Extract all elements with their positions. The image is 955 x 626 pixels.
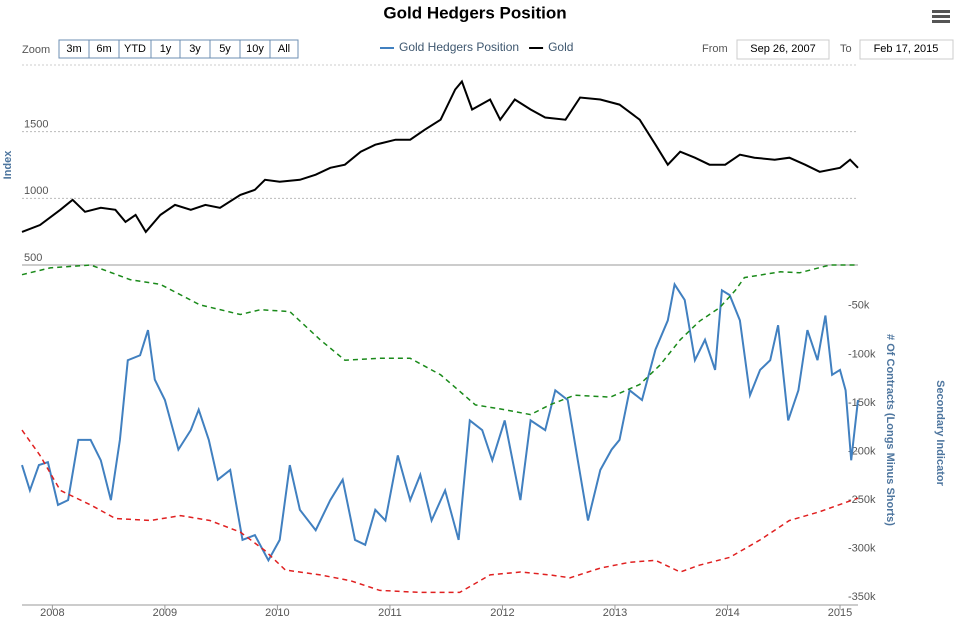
y2-tick-label: -350k [848, 591, 876, 603]
zoom-button[interactable]: YTD [118, 39, 152, 59]
series-line [21, 281, 859, 563]
menu-button[interactable] [932, 10, 950, 23]
y2-tick-label: -250k [848, 494, 876, 506]
y2-axis-title: # Of Contracts (Longs Minus Shorts) [884, 334, 896, 526]
zoom-button-label: YTD [124, 43, 146, 55]
y2-tick-label: -50k [848, 300, 870, 312]
zoom-button[interactable]: 3y [179, 39, 211, 59]
y2-axis-title: Secondary Indicator [934, 380, 946, 486]
y2-tick-label: -100k [848, 348, 876, 360]
legend-label[interactable]: Gold Hedgers Position [399, 40, 519, 54]
y2-tick-label: -150k [848, 397, 876, 409]
y-tick-label: 500 [24, 252, 42, 264]
from-label: From [702, 43, 728, 55]
to-input[interactable] [859, 39, 954, 60]
legend-label[interactable]: Gold [548, 40, 573, 54]
y-tick-label: 1000 [24, 185, 48, 197]
menu-bar [932, 10, 950, 13]
series-line [21, 429, 859, 594]
zoom-button-label: 5y [219, 43, 231, 55]
zoom-button-label: 10y [246, 43, 264, 55]
x-tick-label: 2012 [490, 607, 514, 619]
from-input[interactable] [736, 39, 830, 60]
chart-title: Gold Hedgers Position [383, 3, 566, 22]
x-tick-label: 2013 [603, 607, 627, 619]
zoom-button-label: All [278, 43, 290, 55]
menu-bar [932, 15, 950, 18]
zoom-button[interactable]: All [269, 39, 299, 59]
zoom-label: Zoom [22, 44, 50, 56]
y2-tick-label: -200k [848, 445, 876, 457]
x-tick-label: 2014 [715, 607, 739, 619]
y-axis-title: Index [2, 150, 14, 180]
y-tick-label: 1500 [24, 119, 48, 131]
series-line [21, 264, 858, 416]
from-date: Sep 26, 2007 [750, 43, 815, 55]
x-tick-label: 2008 [40, 607, 64, 619]
x-tick-label: 2010 [265, 607, 289, 619]
zoom-button[interactable]: 1y [150, 39, 181, 59]
x-tick-label: 2009 [153, 607, 177, 619]
zoom-button-label: 6m [96, 43, 111, 55]
zoom-button[interactable]: 3m [58, 39, 90, 59]
zoom-button-label: 3m [66, 43, 81, 55]
zoom-button-box [269, 39, 299, 59]
zoom-button-label: 1y [160, 43, 172, 55]
y2-tick-label: -300k [848, 543, 876, 555]
to-label: To [840, 43, 852, 55]
menu-bar [932, 20, 950, 23]
x-tick-label: 2011 [378, 607, 402, 619]
x-tick-label: 2015 [828, 607, 852, 619]
zoom-button[interactable]: 6m [88, 39, 120, 59]
zoom-button[interactable]: 10y [239, 39, 271, 59]
zoom-button[interactable]: 5y [209, 39, 241, 59]
series-line [21, 79, 859, 234]
to-date: Feb 17, 2015 [874, 43, 939, 55]
zoom-button-label: 3y [189, 43, 201, 55]
